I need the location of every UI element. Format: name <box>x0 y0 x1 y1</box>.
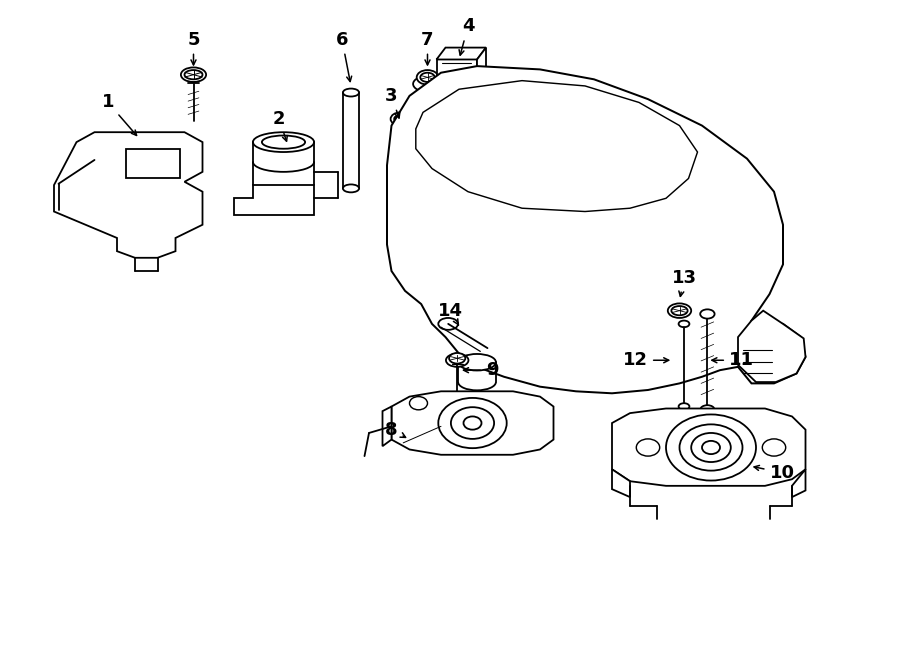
Polygon shape <box>416 81 698 212</box>
Polygon shape <box>392 391 554 455</box>
Text: 13: 13 <box>671 268 697 296</box>
Text: 6: 6 <box>336 30 352 81</box>
Circle shape <box>691 433 731 462</box>
Text: 12: 12 <box>623 351 669 369</box>
Text: 3: 3 <box>385 87 400 118</box>
Ellipse shape <box>671 306 688 315</box>
Ellipse shape <box>262 136 305 149</box>
Polygon shape <box>234 185 314 215</box>
Circle shape <box>702 441 720 454</box>
Circle shape <box>680 424 742 471</box>
Ellipse shape <box>343 184 359 192</box>
Text: 2: 2 <box>273 110 287 141</box>
Ellipse shape <box>417 70 438 85</box>
Text: 9: 9 <box>464 361 499 379</box>
Polygon shape <box>126 149 180 178</box>
Circle shape <box>666 414 756 481</box>
Polygon shape <box>792 469 806 497</box>
Polygon shape <box>612 408 806 486</box>
Polygon shape <box>54 132 202 258</box>
Polygon shape <box>612 469 630 497</box>
Text: 14: 14 <box>437 301 463 325</box>
Ellipse shape <box>446 354 468 367</box>
Polygon shape <box>382 407 392 446</box>
Circle shape <box>451 407 494 439</box>
Text: 4: 4 <box>459 17 474 55</box>
Polygon shape <box>436 59 477 93</box>
Text: 10: 10 <box>754 463 795 482</box>
Ellipse shape <box>343 89 359 97</box>
Text: 5: 5 <box>187 30 200 65</box>
Polygon shape <box>436 48 486 59</box>
Ellipse shape <box>458 354 496 370</box>
Ellipse shape <box>181 67 206 82</box>
Ellipse shape <box>184 70 202 79</box>
Circle shape <box>636 439 660 456</box>
Polygon shape <box>387 66 806 393</box>
Ellipse shape <box>253 132 314 152</box>
Ellipse shape <box>438 318 458 330</box>
Circle shape <box>762 439 786 456</box>
Polygon shape <box>477 48 486 93</box>
Text: 1: 1 <box>102 93 137 136</box>
Ellipse shape <box>679 403 689 410</box>
Ellipse shape <box>420 73 435 82</box>
Polygon shape <box>738 311 806 382</box>
Ellipse shape <box>668 303 691 318</box>
Text: 11: 11 <box>712 351 754 369</box>
Circle shape <box>410 397 427 410</box>
Ellipse shape <box>413 76 442 92</box>
Ellipse shape <box>700 405 715 414</box>
Ellipse shape <box>394 115 407 123</box>
Circle shape <box>438 398 507 448</box>
Ellipse shape <box>700 309 715 319</box>
Ellipse shape <box>679 321 689 327</box>
Ellipse shape <box>449 353 465 364</box>
Circle shape <box>464 416 482 430</box>
Ellipse shape <box>391 112 410 126</box>
Text: 8: 8 <box>385 420 406 439</box>
Text: 7: 7 <box>421 30 434 65</box>
